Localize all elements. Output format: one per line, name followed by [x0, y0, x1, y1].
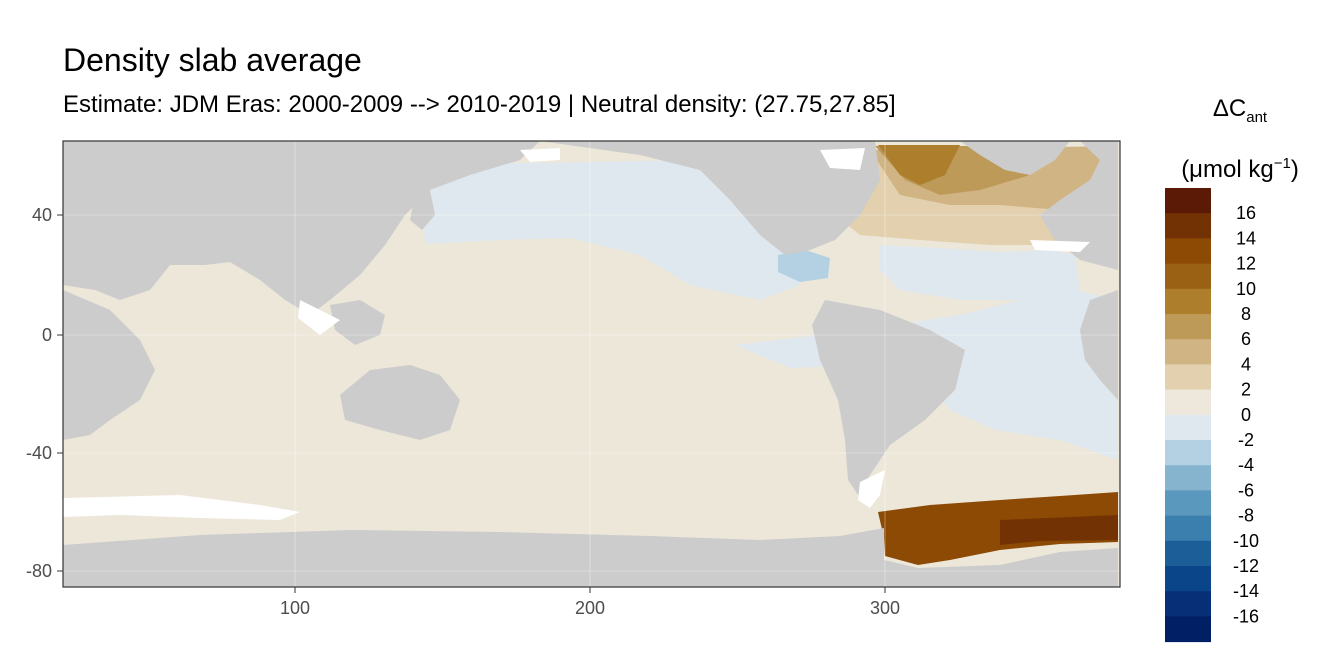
irminger-sea-positive-band — [878, 145, 960, 185]
legend-swatch — [1165, 566, 1211, 592]
indonesia-missing — [298, 300, 340, 335]
legend-label: -4 — [1238, 455, 1254, 475]
legend-swatch — [1165, 591, 1211, 617]
legend-swatch — [1165, 213, 1211, 239]
legend-title-symbol: ΔCant — [1212, 95, 1268, 126]
legend-swatch — [1165, 339, 1211, 365]
legend-label: 10 — [1236, 279, 1256, 299]
legend-label: -2 — [1238, 430, 1254, 450]
legend-swatch — [1165, 616, 1211, 643]
legend-swatch — [1165, 414, 1211, 441]
gulf-of-mexico-negative-region — [778, 250, 830, 282]
north-pacific-negative-region — [420, 160, 800, 300]
panel-border — [62, 140, 1121, 588]
antarctica-land — [63, 528, 1118, 587]
legend-swatch — [1165, 288, 1211, 315]
legend-swatch — [1165, 314, 1211, 340]
legend-swatch — [1165, 540, 1211, 567]
x-tick-label-200: 200 — [575, 598, 605, 618]
plot-title: Density slab average — [63, 42, 362, 78]
legend-swatch — [1165, 188, 1211, 214]
africa-land — [63, 290, 155, 440]
legend-label: -8 — [1238, 506, 1254, 526]
legend-label: -14 — [1233, 581, 1259, 601]
x-tick-label-300: 300 — [870, 598, 900, 618]
greenland-land — [960, 141, 1070, 175]
legend-label: 8 — [1241, 304, 1251, 324]
plot-subtitle: Estimate: JDM Eras: 2000-2009 --> 2010-2… — [63, 91, 896, 118]
legend-label: 16 — [1236, 203, 1256, 223]
legend-title-unit: (μmol kg−1) — [1181, 154, 1299, 183]
legend-swatch — [1165, 263, 1211, 290]
legend-label: 6 — [1241, 329, 1251, 349]
eurasia-land — [63, 141, 540, 315]
legend-label: 12 — [1236, 254, 1256, 274]
north-america-land — [540, 141, 880, 255]
y-tick-label-0: 0 — [42, 325, 52, 345]
legend-label: -6 — [1238, 480, 1254, 500]
weddell-missing — [858, 470, 885, 508]
weddell-sea-strong-positive — [878, 492, 1118, 565]
legend-swatch — [1165, 465, 1211, 491]
japan-land — [410, 190, 435, 230]
legend-label: 4 — [1241, 354, 1251, 374]
australia-land — [340, 365, 460, 440]
legend-label: -10 — [1233, 531, 1259, 551]
legend-label: -16 — [1233, 606, 1259, 626]
legend-swatch — [1165, 490, 1211, 517]
mediterranean-missing — [1030, 240, 1090, 252]
grid-lines — [63, 141, 1120, 587]
legend-label: 0 — [1241, 405, 1251, 425]
legend-swatch — [1165, 364, 1211, 391]
y-tick-label-neg40: -40 — [26, 443, 52, 463]
y-tick-label-40: 40 — [32, 205, 52, 225]
legend-label: 2 — [1241, 380, 1251, 400]
map-panel — [63, 141, 1120, 587]
legend-swatch — [1165, 389, 1211, 416]
x-tick-label-100: 100 — [280, 598, 310, 618]
north-atlantic-negative-region — [880, 245, 1080, 300]
africa-west-land — [1080, 290, 1118, 400]
legend-swatch — [1165, 515, 1211, 542]
legend-label: -12 — [1233, 556, 1259, 576]
arctic-missing — [520, 148, 560, 162]
legend-label: 14 — [1236, 228, 1256, 248]
axis-ticks — [57, 214, 886, 593]
legend-labels: 16 14 12 10 8 6 4 2 0 -2 -4 -6 -8 -10 -12 -14 -16 — [1233, 203, 1259, 626]
legend-title: ΔCant (μmol kg−1) — [1150, 86, 1330, 193]
indonesia-land — [330, 300, 385, 345]
sea-ice-missing-left — [63, 495, 300, 520]
south-america-land — [812, 300, 965, 495]
hudson-bay-missing — [820, 148, 865, 170]
y-tick-label-neg80: -80 — [26, 561, 52, 581]
legend-swatch — [1165, 440, 1211, 466]
weddell-sea-positive-edge — [1000, 515, 1118, 545]
legend-colorbar — [1165, 188, 1211, 643]
land-masses — [63, 141, 1118, 587]
legend-swatch — [1165, 238, 1211, 265]
europe-land — [1040, 141, 1118, 270]
missing-data-patches — [63, 148, 1090, 520]
